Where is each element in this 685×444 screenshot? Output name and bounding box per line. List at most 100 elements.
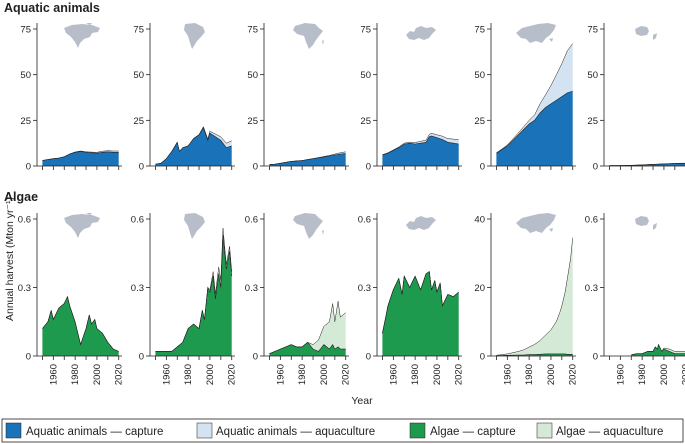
total-outline — [496, 237, 573, 356]
south-america-map-icon — [184, 213, 205, 239]
y-tick-label: 75 — [133, 25, 144, 36]
series-aquatic-animals-capture — [155, 127, 232, 166]
legend: Aquatic animals — capture Aquatic animal… — [1, 418, 684, 443]
y-tick-label: 50 — [247, 70, 258, 81]
y-tick-label: 0.3 — [358, 283, 371, 294]
y-tick-label: 40 — [474, 215, 485, 226]
legend-swatch-animal-capture — [5, 422, 22, 439]
africa-map-icon — [293, 23, 324, 49]
total-outline — [609, 162, 685, 166]
legend-label-animal-aquaculture: Aquatic animals — aquaculture — [216, 426, 375, 438]
y-tick-label: 75 — [360, 25, 371, 36]
x-tick-label: 1980 — [637, 364, 648, 385]
series-aquatic-animals-capture — [382, 135, 459, 166]
y-axis-label: Annual harvest (Mton yr⁻¹) — [4, 197, 16, 321]
y-tick-label: 0 — [139, 352, 144, 363]
y-tick-label: 25 — [587, 116, 598, 127]
x-tick-label: 1960 — [388, 364, 399, 385]
y-tick-label: 0 — [26, 352, 31, 363]
series-aquatic-animals-aquaculture — [42, 150, 119, 161]
y-tick-label: 50 — [587, 70, 598, 81]
y-tick-label: 25 — [247, 116, 258, 127]
x-tick-label: 2020 — [454, 364, 465, 385]
y-tick-label: 25 — [133, 116, 144, 127]
series-algae-capture — [269, 342, 346, 356]
y-tick-label: 0 — [480, 352, 485, 363]
oceania-map-icon — [635, 216, 657, 230]
south-america-map-icon — [184, 23, 205, 49]
y-tick-label: 25 — [20, 116, 31, 127]
legend-swatch-algae-aquaculture — [536, 422, 553, 439]
africa-map-icon — [293, 213, 324, 239]
y-tick-label: 25 — [360, 116, 371, 127]
panel-algae-2: 0 0.3 0.6 1960 1980 2000 2020 — [131, 213, 238, 385]
x-tick-label: 2000 — [319, 364, 330, 385]
total-outline — [269, 151, 346, 165]
series-algae-capture — [42, 296, 119, 356]
panel-algae-6: 0 0.3 0.6 1960 1980 2000 2020 — [585, 213, 685, 385]
total-outline — [42, 295, 119, 352]
panel-animals-1: 0 25 50 75 — [20, 23, 122, 173]
total-outline — [155, 126, 232, 165]
y-tick-label: 0 — [593, 162, 598, 173]
total-outline — [42, 150, 119, 161]
y-tick-label: 0.3 — [585, 283, 598, 294]
x-tick-label: 2000 — [659, 364, 670, 385]
x-tick-label: 1980 — [70, 364, 81, 385]
legend-label-algae-aquaculture: Algae — aquaculture — [556, 426, 663, 438]
series-aquatic-animals-capture — [42, 151, 119, 166]
y-tick-label: 0.6 — [131, 215, 144, 226]
row-title-aquatic-animals: Aquatic animals — [4, 1, 100, 15]
x-tick-label: 2020 — [227, 364, 238, 385]
y-tick-label: 0.6 — [358, 215, 371, 226]
x-tick-label: 2000 — [92, 364, 103, 385]
legend-swatch-algae-capture — [409, 422, 426, 439]
oceania-map-icon — [635, 26, 657, 40]
x-tick-label: 1960 — [48, 364, 59, 385]
row-title-algae: Algae — [4, 190, 38, 204]
y-tick-label: 0.3 — [245, 283, 258, 294]
total-outline — [269, 301, 346, 354]
legend-label-animal-capture: Aquatic animals — capture — [26, 426, 163, 438]
capture-outline — [382, 135, 459, 156]
europe-map-icon — [406, 26, 436, 40]
y-tick-label: 0.6 — [585, 215, 598, 226]
y-tick-label: 0 — [253, 352, 258, 363]
north-america-map-icon — [64, 23, 100, 48]
y-tick-label: 75 — [587, 25, 598, 36]
asia-map-icon — [516, 23, 556, 43]
legend-label-algae-capture: Algae — capture — [430, 426, 516, 438]
series-algae-capture — [155, 235, 232, 356]
total-outline — [382, 271, 459, 334]
x-tick-label: 1980 — [410, 364, 421, 385]
series-algae-capture — [496, 353, 573, 356]
capture-outline — [496, 353, 573, 356]
legend-frame — [1, 418, 684, 443]
y-tick-label: 50 — [133, 70, 144, 81]
y-tick-label: 0 — [253, 162, 258, 173]
y-tick-label: 50 — [360, 70, 371, 81]
panel-algae-3: 0 0.3 0.6 1960 1980 2000 2020 — [245, 213, 352, 385]
panel-animals-2: 0 25 50 75 — [133, 23, 235, 173]
y-tick-label: 0 — [480, 162, 485, 173]
y-tick-label: 0 — [593, 352, 598, 363]
y-tick-label: 0 — [366, 352, 371, 363]
x-tick-label: 2020 — [568, 364, 579, 385]
north-america-map-icon — [64, 213, 100, 238]
x-tick-label: 1980 — [183, 364, 194, 385]
panel-animals-6: 0 25 50 75 — [587, 23, 685, 173]
panel-animals-4: 0 25 50 75 — [360, 23, 462, 173]
series-algae-capture — [382, 271, 459, 356]
x-tick-label: 2000 — [205, 364, 216, 385]
x-axis-label: Year — [351, 395, 373, 407]
series-algae-aquaculture — [496, 237, 573, 356]
panels: 0 25 50 75 0 25 50 75 0 25 50 75 0 25 50 75 0 25 50 75 0 25 50… — [18, 23, 685, 385]
panel-algae-4: 0 0.3 0.6 1960 1980 2000 2020 — [358, 213, 465, 385]
x-tick-label: 2020 — [341, 364, 352, 385]
total-outline — [496, 43, 573, 154]
x-tick-label: 2000 — [432, 364, 443, 385]
x-tick-label: 2020 — [681, 364, 685, 385]
y-tick-label: 20 — [474, 283, 485, 294]
panel-algae-5: 0 20 40 1960 1980 2000 2020 — [474, 213, 579, 385]
